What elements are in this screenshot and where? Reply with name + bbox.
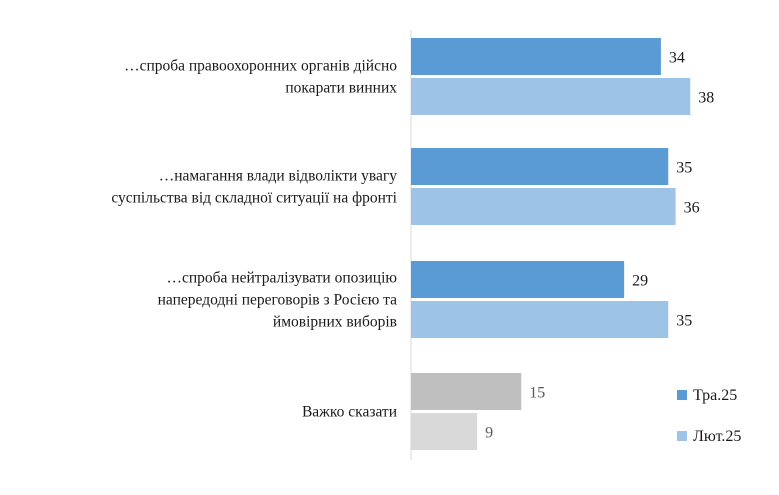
- bar-3-series-2: [411, 301, 669, 338]
- category-label-line: …спроба нейтралізувати опозицію: [166, 270, 397, 287]
- bar-1-series-1: [411, 38, 661, 75]
- bar-3-series-1: [411, 261, 625, 298]
- category-label-line: покарати винних: [285, 80, 397, 97]
- category-label-line: …намагання влади відволікти увагу: [159, 168, 398, 185]
- data-label: 29: [632, 273, 648, 290]
- legend-swatch-2: [677, 431, 687, 441]
- category-label: Важко сказати: [302, 404, 397, 421]
- category-label: …спроба правоохоронних органів дійсно пок…: [124, 58, 397, 97]
- legend: Тра.25 Лют.25: [677, 387, 741, 445]
- data-label: 35: [676, 313, 692, 330]
- category-label-line: …спроба правоохоронних органів дійсно: [124, 58, 397, 75]
- category-label: …спроба нейтралізувати опозицію напередод…: [158, 270, 397, 331]
- category-label: …намагання влади відволікти увагу суспіль…: [111, 168, 397, 207]
- bar-1-series-2: [411, 78, 691, 115]
- category-label-line: Важко сказати: [302, 404, 397, 421]
- bar-4-series-1: [411, 373, 522, 410]
- data-label: 34: [669, 50, 685, 67]
- category-label-line: напередодні переговорів з Росією та: [158, 292, 397, 309]
- bar-2-series-1: [411, 148, 669, 185]
- bar-4-series-2: [411, 413, 478, 450]
- category-label-line: ймовірних виборів: [273, 314, 397, 331]
- data-label: 35: [676, 160, 692, 177]
- legend-label-2: Лют.25: [693, 428, 741, 445]
- category-label-line: суспільства від складної ситуації на фро…: [111, 190, 397, 207]
- data-label: 38: [698, 90, 714, 107]
- bar-2-series-2: [411, 188, 676, 225]
- labels-layer: 34 38 …спроба правоохоронних органів дійсн…: [111, 50, 714, 442]
- data-label: 15: [529, 385, 545, 402]
- data-label: 36: [684, 200, 700, 217]
- data-label: 9: [485, 425, 493, 442]
- legend-label-1: Тра.25: [693, 387, 737, 404]
- bars-layer: [411, 38, 691, 450]
- legend-swatch-1: [677, 390, 687, 400]
